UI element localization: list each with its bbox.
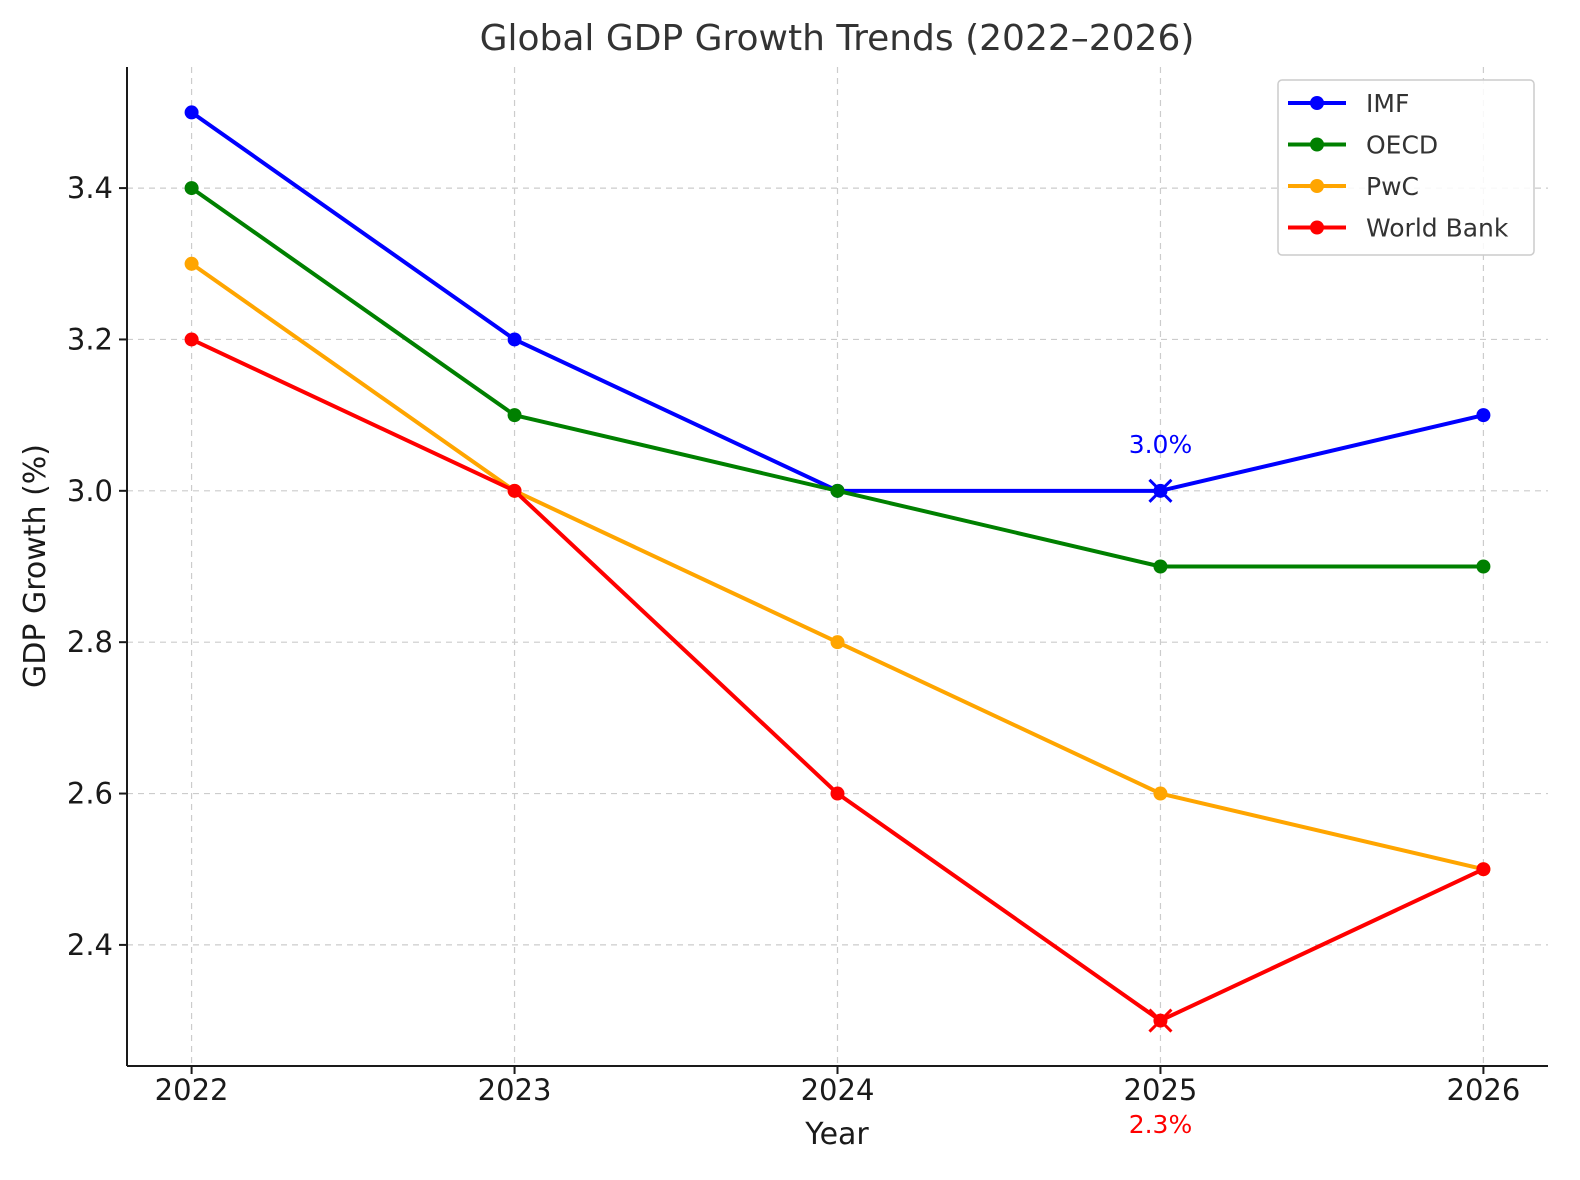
x-axis-label: Year bbox=[804, 1117, 869, 1152]
data-point bbox=[1153, 559, 1168, 574]
data-point bbox=[1153, 786, 1168, 801]
data-point bbox=[184, 332, 199, 347]
annotations: 3.0% 2.3% bbox=[1129, 430, 1193, 1139]
legend-swatch-marker bbox=[1310, 179, 1324, 193]
legend-swatch-marker bbox=[1310, 96, 1324, 110]
legend-box bbox=[1277, 79, 1535, 256]
y-tick-label: 3.4 bbox=[67, 171, 113, 205]
x-tick-label: 2024 bbox=[801, 1073, 875, 1107]
y-tick-label: 2.4 bbox=[67, 928, 113, 962]
legend-label: IMF bbox=[1366, 89, 1409, 118]
x-tick-label: 2022 bbox=[155, 1073, 229, 1107]
axis-ticks: 2022 2023 2024 2025 2026 2.4 2.6 2.8 3.0 3.2 3.4 bbox=[67, 171, 1520, 1107]
annotation-label: 3.0% bbox=[1129, 430, 1193, 459]
annotation-x-marker bbox=[1148, 478, 1173, 503]
data-point bbox=[507, 408, 522, 423]
data-point bbox=[507, 332, 522, 347]
series-world-bank bbox=[184, 332, 1491, 1028]
data-point bbox=[184, 181, 199, 196]
data-point bbox=[507, 483, 522, 498]
legend-label: World Bank bbox=[1366, 214, 1509, 243]
x-tick-label: 2025 bbox=[1124, 1073, 1198, 1107]
y-tick-label: 2.6 bbox=[67, 777, 113, 811]
data-point bbox=[1476, 862, 1491, 877]
data-point bbox=[1476, 408, 1491, 423]
annotation-x-marker bbox=[1148, 1008, 1173, 1033]
x-tick-label: 2023 bbox=[478, 1073, 552, 1107]
data-point bbox=[184, 105, 199, 120]
y-tick-label: 3.2 bbox=[67, 322, 113, 356]
y-tick-label: 3.0 bbox=[67, 474, 113, 508]
y-axis-label: GDP Growth (%) bbox=[18, 444, 53, 688]
data-point bbox=[830, 483, 845, 498]
data-point bbox=[1476, 559, 1491, 574]
chart-title: Global GDP Growth Trends (2022–2026) bbox=[480, 18, 1195, 59]
x-tick-label: 2026 bbox=[1447, 1073, 1521, 1107]
data-point bbox=[184, 256, 199, 271]
y-tick-label: 2.8 bbox=[67, 625, 113, 659]
legend-label: OECD bbox=[1366, 131, 1438, 160]
legend: IMF OECD PwC World Bank bbox=[1277, 79, 1535, 256]
annotation-label: 2.3% bbox=[1129, 1110, 1193, 1139]
series-oecd bbox=[184, 181, 1491, 574]
legend-swatch-marker bbox=[1310, 137, 1324, 152]
legend-label: PwC bbox=[1366, 172, 1419, 201]
data-point bbox=[830, 635, 845, 650]
legend-swatch-marker bbox=[1310, 220, 1324, 235]
data-point bbox=[830, 786, 845, 801]
